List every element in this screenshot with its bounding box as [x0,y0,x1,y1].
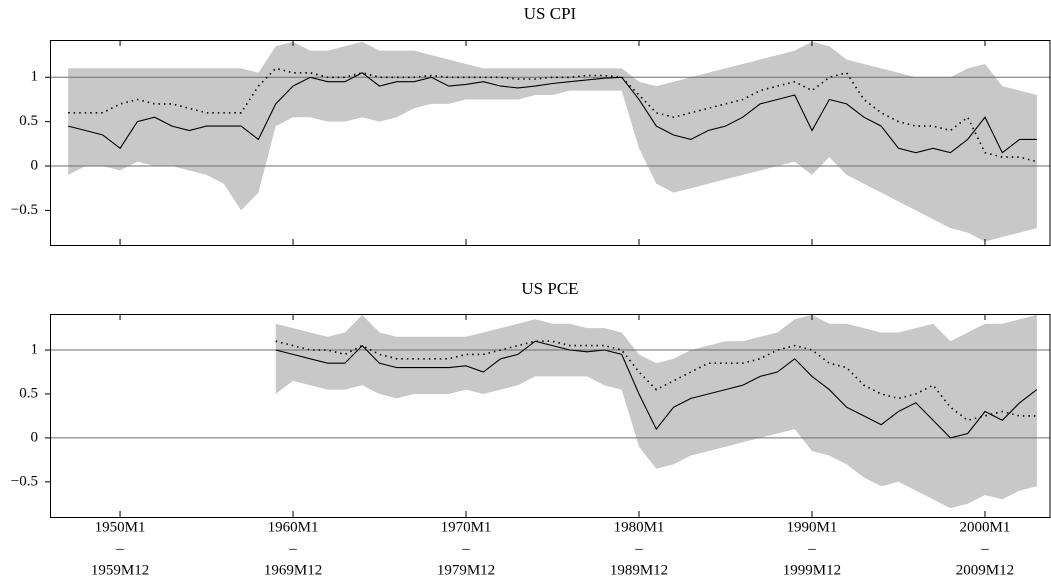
confidence-band [275,314,1037,509]
x-tick-label: – [980,541,989,557]
y-tick-label: −0.5 [11,473,38,489]
x-tick-label: 1959M12 [91,562,149,578]
x-tick-label: 1999M12 [783,562,841,578]
plot-area [50,314,1050,509]
plot-area [50,41,1050,242]
confidence-band [68,41,1037,242]
x-tick-label: 1960M1 [268,519,319,535]
chart-title: US CPI [524,4,577,23]
x-tick-label: 1969M12 [264,562,322,578]
x-tick-label: 1980M1 [614,519,665,535]
x-tick-label: 1950M1 [95,519,146,535]
y-tick-label: 1 [31,69,39,85]
plot-frame [50,314,1051,518]
y-tick-label: 1 [31,341,39,357]
x-tick-label: 1970M1 [441,519,492,535]
x-tick-label: – [634,541,643,557]
x-tick-label: 1979M12 [437,562,495,578]
y-tick-label: 0.5 [19,113,38,129]
y-tick-label: 0 [31,429,39,445]
x-tick-label: – [807,541,816,557]
x-tick-label: 1989M12 [610,562,668,578]
plot-frame [50,40,1051,246]
x-tick-label: – [461,541,470,557]
estimate-line [68,72,1037,154]
estimate-line [275,340,1038,439]
x-tick-label: 1990M1 [787,519,838,535]
x-tick-label: 2000M1 [960,519,1011,535]
dotted-line [68,67,1038,163]
x-tick-label: – [115,541,124,557]
dotted-line [275,340,1037,422]
y-tick-label: −0.5 [11,202,38,218]
x-tick-label: – [288,541,297,557]
y-tick-label: 0.5 [19,385,38,401]
y-tick-label: 0 [31,157,39,173]
chart-title: US PCE [521,279,578,298]
x-tick-label: 2009M12 [956,562,1014,578]
